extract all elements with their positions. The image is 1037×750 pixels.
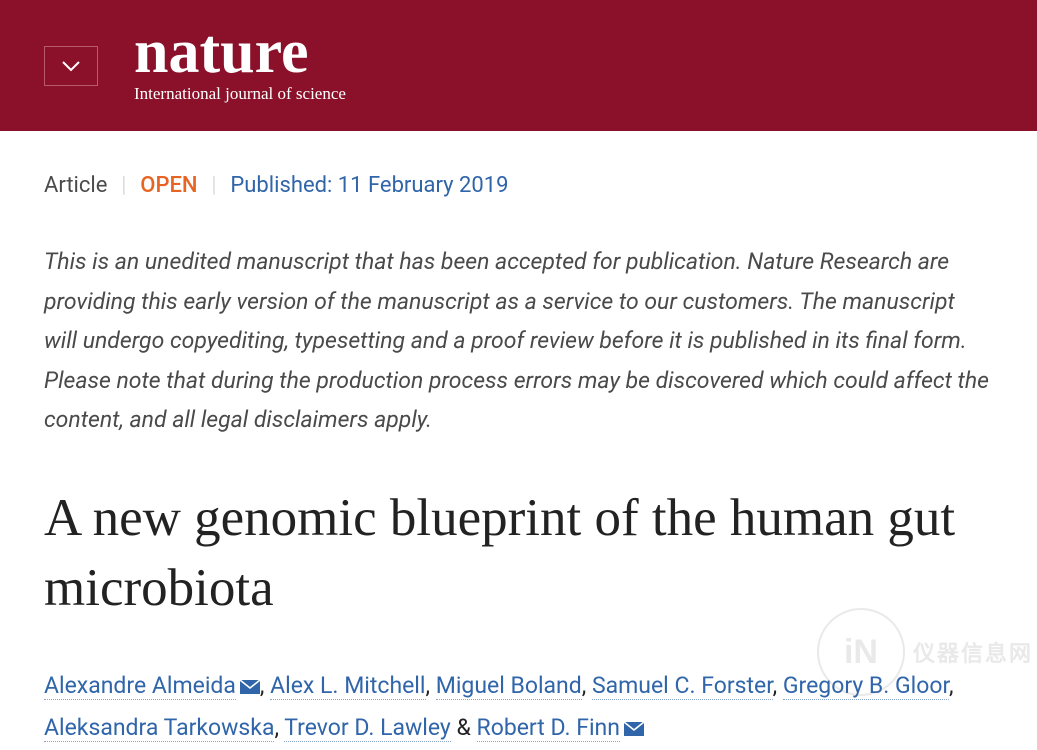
- author-separator: ,: [773, 672, 783, 699]
- nav-dropdown-button[interactable]: [44, 46, 98, 86]
- author-separator: ,: [582, 672, 592, 699]
- site-header: nature International journal of science: [0, 0, 1037, 131]
- article-meta: Article | OPEN | Published: 11 February …: [44, 173, 993, 198]
- site-logo[interactable]: nature International journal of science: [134, 27, 346, 104]
- author-link[interactable]: Samuel C. Forster: [592, 672, 773, 700]
- open-access-badge[interactable]: OPEN: [140, 173, 197, 198]
- author-list: Alexandre Almeida, Alex L. Mitchell, Mig…: [44, 666, 993, 750]
- article-title: A new genomic blueprint of the human gut…: [44, 484, 993, 624]
- author-separator: ,: [274, 714, 284, 741]
- author-link[interactable]: Miguel Boland: [436, 672, 582, 700]
- author-link[interactable]: Alexandre Almeida: [44, 672, 236, 700]
- meta-separator: |: [212, 173, 217, 198]
- manuscript-notice: This is an unedited manuscript that has …: [44, 242, 993, 440]
- mail-icon[interactable]: [240, 667, 260, 708]
- author-separator: ,: [426, 672, 436, 699]
- author-link[interactable]: Gregory B. Gloor: [783, 672, 949, 700]
- chevron-down-icon: [61, 60, 81, 72]
- author-link[interactable]: Alex L. Mitchell: [270, 672, 425, 700]
- author-link[interactable]: Trevor D. Lawley: [284, 714, 451, 742]
- article-content: Article | OPEN | Published: 11 February …: [0, 131, 1037, 750]
- logo-subtitle: International journal of science: [134, 84, 346, 104]
- author-link[interactable]: Robert D. Finn: [477, 714, 620, 742]
- author-separator: &: [451, 714, 477, 741]
- published-date: Published: 11 February 2019: [230, 173, 508, 198]
- author-link[interactable]: Aleksandra Tarkowska: [44, 714, 274, 742]
- article-type-label: Article: [44, 173, 107, 198]
- mail-icon[interactable]: [624, 709, 644, 750]
- meta-separator: |: [121, 173, 126, 198]
- logo-text: nature: [134, 27, 346, 78]
- author-separator: ,: [260, 672, 270, 699]
- author-separator: ,: [949, 672, 954, 699]
